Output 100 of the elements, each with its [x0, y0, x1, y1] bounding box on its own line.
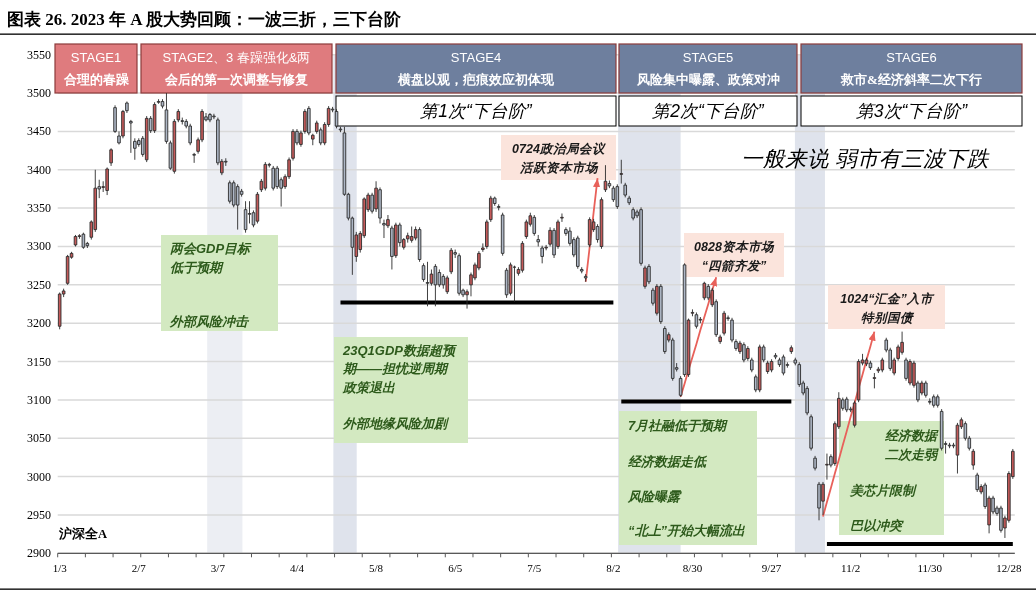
- annotation: STAGE5 风险集中曝露、政策对冲: [635, 50, 780, 87]
- candlestick: [623, 182, 627, 198]
- x-tick-label: 7/5: [527, 562, 542, 575]
- candlestick: [619, 159, 624, 185]
- candlestick: [935, 394, 940, 409]
- candlestick: [583, 273, 588, 283]
- y-tick-label: 3150: [27, 354, 51, 369]
- candlestick: [742, 341, 746, 363]
- candlestick: [603, 164, 608, 193]
- candlestick: [663, 325, 667, 355]
- y-tick-label: 3050: [27, 431, 51, 446]
- x-tick-label: 9/27: [761, 562, 782, 575]
- candlestick: [160, 98, 165, 109]
- candlestick: [939, 408, 944, 451]
- candlestick: [334, 108, 339, 129]
- x-tick-label: 8/2: [606, 562, 621, 575]
- annotation: 两会GDP目标低于预期: [170, 241, 253, 275]
- candlestick: [955, 422, 960, 474]
- x-tick-label: 5/8: [369, 562, 384, 575]
- candlestick: [576, 235, 580, 270]
- candlestick: [73, 234, 78, 247]
- candlestick: [109, 147, 113, 167]
- candlestick: [496, 203, 501, 211]
- candlestick: [57, 292, 62, 330]
- candlestick: [338, 126, 343, 133]
- candlestick: [682, 262, 687, 378]
- candlestick: [417, 226, 422, 263]
- candlestick: [532, 214, 537, 237]
- candlestick: [192, 152, 196, 164]
- candlestick: [825, 453, 829, 481]
- x-tick-label: 11/2: [841, 562, 861, 575]
- candlestick: [852, 400, 857, 428]
- candlestick: [880, 357, 885, 373]
- candlestick: [449, 247, 453, 275]
- candlestick: [908, 358, 912, 386]
- candlestick: [769, 358, 774, 373]
- candlestick: [722, 310, 726, 336]
- candlestick: [504, 267, 509, 299]
- candlestick: [441, 273, 446, 290]
- candlestick: [212, 113, 216, 120]
- candlestick: [757, 344, 762, 393]
- y-tick-label: 3400: [27, 162, 51, 177]
- candlestick: [307, 105, 311, 136]
- candlestick: [271, 165, 275, 191]
- x-tick-label: 2/7: [131, 562, 147, 575]
- candlestick: [144, 115, 149, 163]
- candlestick: [433, 263, 438, 307]
- candlestick: [445, 275, 450, 295]
- candlestick: [631, 206, 635, 221]
- candlestick: [639, 206, 643, 267]
- candlestick: [999, 505, 1003, 534]
- candlestick: [813, 455, 817, 471]
- candlestick: [263, 161, 268, 191]
- annotation: 第1次“下台阶”: [420, 101, 533, 121]
- y-tick-label: 3200: [27, 316, 51, 331]
- candlestick: [105, 167, 109, 196]
- x-tick-label: 8/30: [682, 562, 703, 575]
- annotation: STAGE1 合理的春躁: [62, 50, 130, 87]
- candlestick: [156, 98, 161, 105]
- candlestick: [409, 226, 414, 244]
- y-tick-label: 3350: [27, 201, 51, 216]
- candlestick: [809, 414, 813, 451]
- annotation: 外部风险冲击: [169, 314, 250, 329]
- x-tick-label: 6/5: [448, 562, 463, 575]
- candlestick: [872, 372, 877, 389]
- candlestick: [536, 234, 540, 247]
- annotation: 23Q1GDP数据超预期——担忧逆周期政策退出: [342, 343, 458, 395]
- candlestick: [928, 397, 932, 405]
- candlestick: [208, 112, 212, 123]
- candlestick: [765, 360, 770, 375]
- candlestick: [500, 212, 505, 257]
- candlestick: [781, 354, 786, 376]
- x-tick-label: 1/3: [52, 562, 68, 575]
- annotation: 沪深全A: [58, 526, 108, 541]
- y-tick-label: 3000: [27, 469, 51, 484]
- annotation: 美芯片限制: [849, 483, 918, 498]
- candlestick: [856, 358, 861, 403]
- annotation: 外部地缘风险加剧: [342, 416, 450, 431]
- annotation: 一般来说 弱市有三波下跌: [741, 147, 990, 171]
- annotation: 7月社融低于预期: [628, 418, 729, 433]
- candlestick: [694, 311, 699, 329]
- candlestick: [425, 261, 430, 307]
- y-tick-label: 3100: [27, 392, 51, 407]
- y-tick-label: 3300: [27, 239, 51, 254]
- candlestick: [243, 200, 248, 234]
- candlestick: [868, 360, 873, 371]
- candlestick: [789, 344, 794, 355]
- candlestick: [817, 481, 821, 521]
- chart-title: 图表 26. 2023 年 A 股大势回顾：一波三折，三下台阶: [7, 10, 402, 29]
- x-tick-label: 4/4: [289, 562, 305, 575]
- candlestick: [520, 240, 525, 273]
- candlestick: [924, 380, 928, 399]
- candlestick: [805, 385, 809, 416]
- annotation: 0828资本市场“四箭齐发”: [694, 240, 775, 273]
- candlestick: [512, 265, 517, 303]
- annotation: 经济数据走低: [627, 454, 708, 469]
- candlestick: [235, 183, 240, 231]
- annotation: 风险曝露: [627, 489, 682, 504]
- candlestick: [457, 252, 461, 297]
- candlestick: [227, 180, 232, 204]
